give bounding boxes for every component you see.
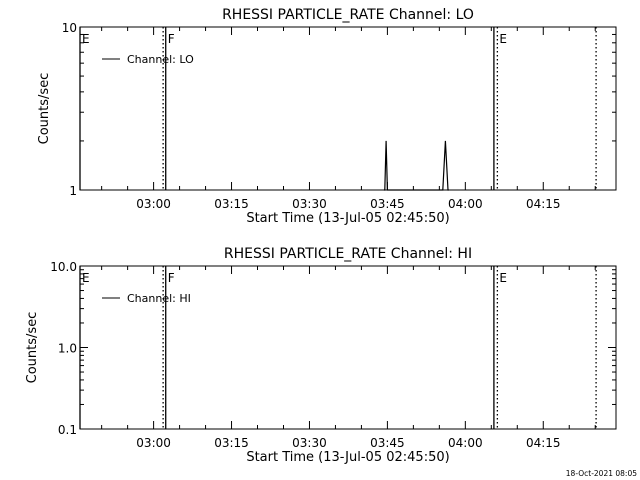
event-marker-label: E: [499, 32, 507, 46]
footer-timestamp: 18-Oct-2021 08:05: [566, 469, 637, 478]
x-tick-label: 03:45: [370, 436, 405, 450]
x-tick-label: 04:00: [448, 197, 483, 211]
x-axis-label: Start Time (13-Jul-05 02:45:50): [246, 450, 449, 465]
x-tick-label: 04:15: [526, 197, 561, 211]
y-axis-label: Counts/sec: [37, 73, 52, 145]
x-tick-label: 03:15: [214, 436, 249, 450]
event-marker-label: F: [168, 32, 175, 46]
legend-label: Channel: LO: [127, 53, 194, 66]
plot-frame: [79, 26, 617, 191]
x-tick-label: 03:30: [292, 436, 327, 450]
x-tick-label: 03:30: [292, 197, 327, 211]
event-marker-label: E: [82, 32, 90, 46]
panel-lo: RHESSI PARTICLE_RATE Channel: LO 03:00 03:…: [37, 7, 617, 226]
chart-title: RHESSI PARTICLE_RATE Channel: HI: [224, 246, 472, 262]
y-tick-label: 10: [62, 21, 77, 35]
y-axis-label: Counts/sec: [25, 312, 40, 384]
series-line: [383, 140, 449, 191]
x-axis-label: Start Time (13-Jul-05 02:45:50): [246, 211, 449, 226]
event-marker-label: E: [82, 271, 90, 285]
y-tick-label: 0.1: [58, 423, 77, 437]
x-tick-label: 03:00: [136, 436, 171, 450]
y-tick-label: 1: [69, 184, 77, 198]
plot-frame: [79, 265, 617, 430]
x-tick-label: 04:00: [448, 436, 483, 450]
chart-title: RHESSI PARTICLE_RATE Channel: LO: [222, 7, 474, 23]
event-marker-label: E: [499, 271, 507, 285]
panel-hi: RHESSI PARTICLE_RATE Channel: HI 03:00 03:…: [25, 246, 617, 465]
legend-label: Channel: HI: [127, 292, 191, 305]
event-marker-label: F: [168, 271, 175, 285]
x-tick-label: 03:15: [214, 197, 249, 211]
x-tick-label: 03:45: [370, 197, 405, 211]
x-tick-label: 04:15: [526, 436, 561, 450]
y-tick-label: 10.0: [50, 260, 77, 274]
y-tick-label: 1.0: [58, 342, 77, 356]
x-tick-label: 03:00: [136, 197, 171, 211]
